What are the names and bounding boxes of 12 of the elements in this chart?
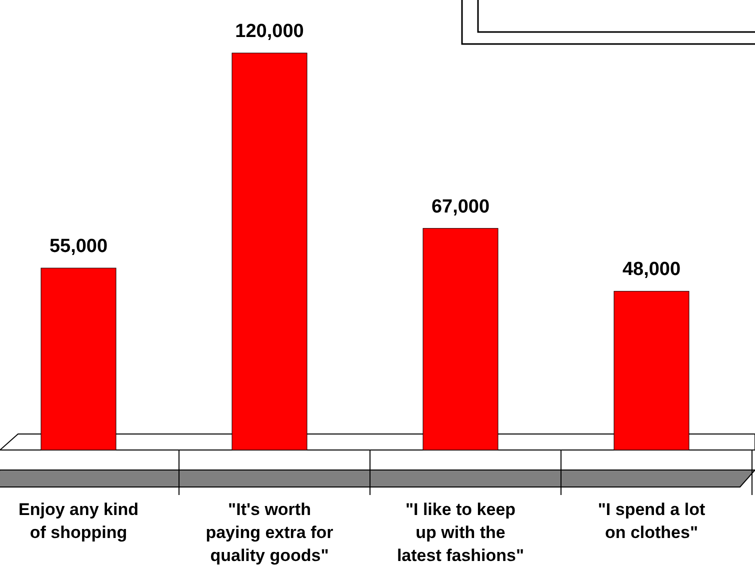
- data-label: 55,000: [49, 236, 108, 258]
- data-label: 67,000: [431, 196, 490, 218]
- data-label: 48,000: [622, 259, 681, 280]
- x-tick-label: "I spend a lot on clothes": [598, 500, 706, 542]
- bar: [614, 290, 690, 450]
- x-tick-label: Enjoy any kind of shopping: [18, 500, 138, 542]
- bar: [40, 268, 116, 450]
- bar: [232, 52, 308, 450]
- x-tick-label: "It's worth paying extra for quality goods": [206, 500, 334, 565]
- data-label: 120,000: [235, 21, 304, 42]
- x-tick-label: "I like to keep up with the latest fashions": [396, 500, 524, 565]
- bar: [422, 228, 498, 450]
